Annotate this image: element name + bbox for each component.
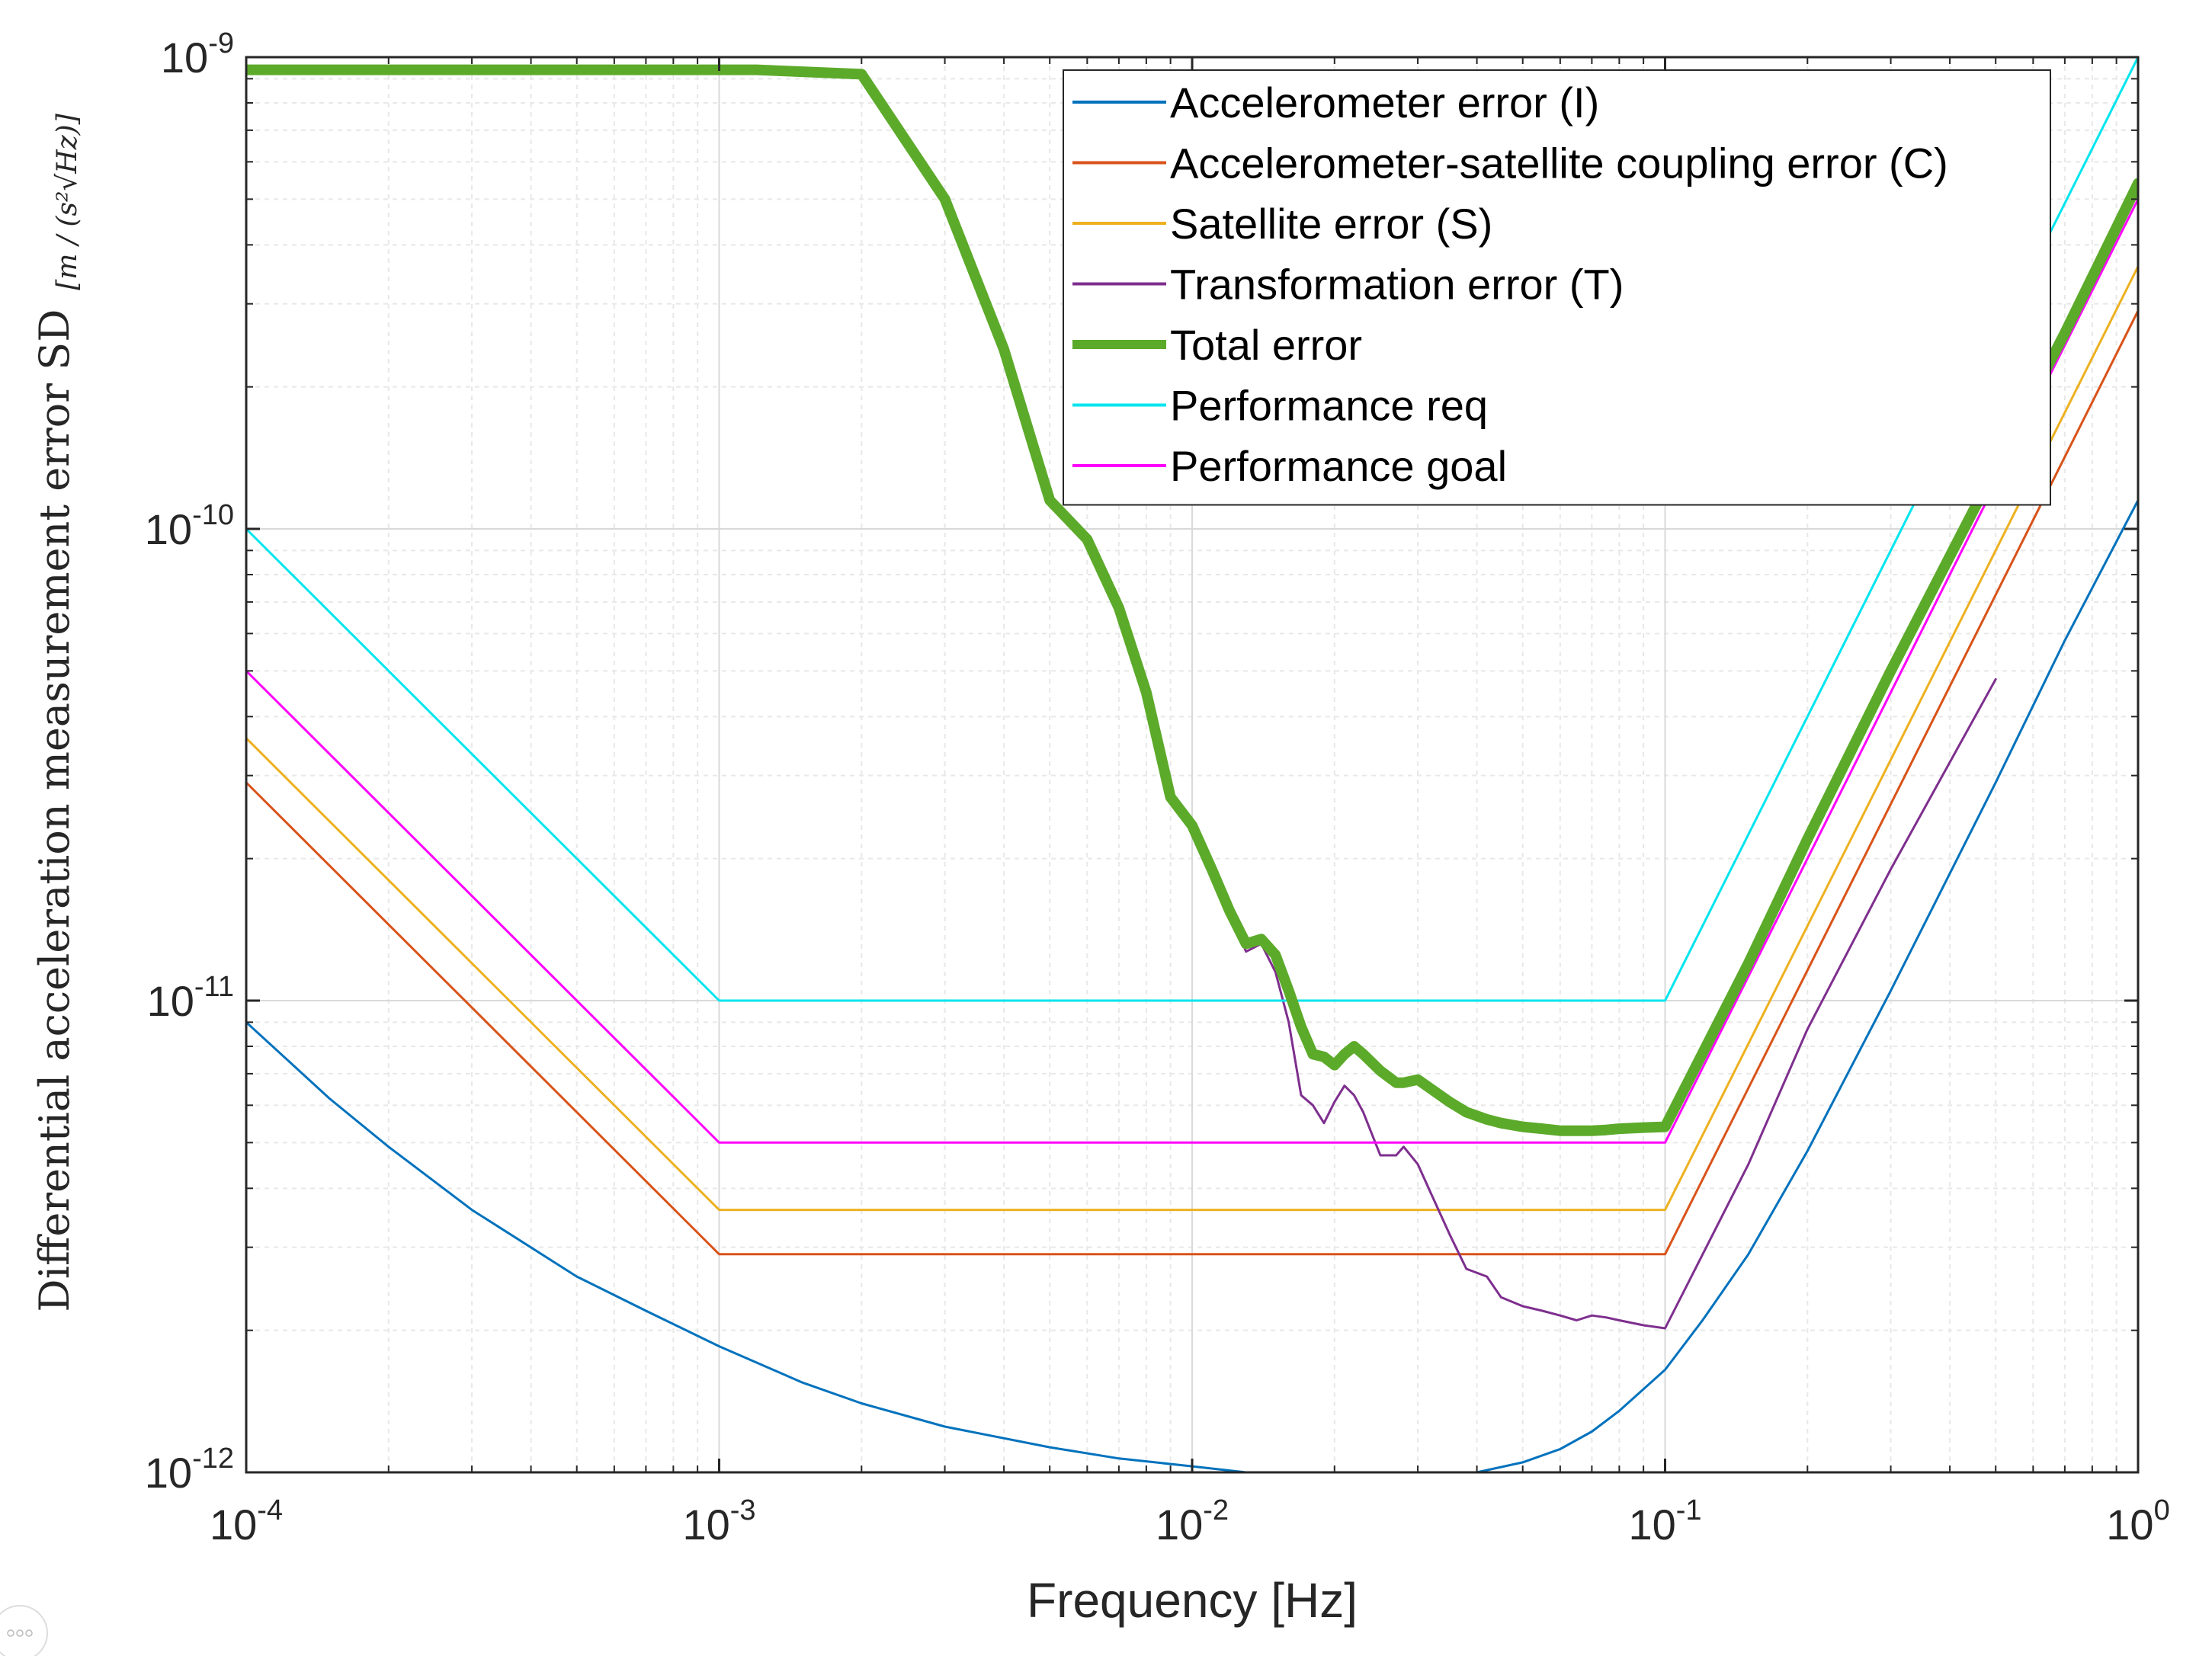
series-line-6 <box>246 197 2138 1144</box>
y-tick-label: 10-10 <box>145 499 234 553</box>
legend-label: Accelerometer error (I) <box>1170 78 1599 127</box>
tick-labels: 10-4 10-3 10-2 10-1 100 10-12 10-11 10-10 10-9 <box>145 27 2170 1549</box>
series-line-4 <box>246 64 2138 1136</box>
y-tick-label: 10-11 <box>147 971 234 1025</box>
y-tick-label: 10-9 <box>161 27 234 82</box>
plot-area <box>246 57 2138 1472</box>
series-line-2 <box>246 265 2138 1212</box>
y-axis-unit: [m / (s²√Hz)] <box>52 113 83 290</box>
legend-label: Transformation error (T) <box>1170 261 1624 309</box>
x-tick-label: 10-4 <box>210 1494 283 1549</box>
legend-label: Total error <box>1170 321 1362 369</box>
y-axis-label: Differential acceleration measurement er… <box>30 309 79 1312</box>
legend-box <box>1063 69 2051 506</box>
legend-label: Performance req <box>1170 382 1488 430</box>
legend-label: Accelerometer-satellite coupling error (… <box>1170 139 1948 187</box>
series-line-5 <box>246 57 2138 1002</box>
legend-label: Satellite error (S) <box>1170 200 1492 248</box>
axis-ticks <box>245 56 2140 1474</box>
x-tick-label: 10-1 <box>1628 1494 1701 1549</box>
x-axis-label: Frequency [Hz] <box>1027 1573 1358 1628</box>
series-line-1 <box>246 309 2138 1256</box>
series-line-0 <box>246 498 2138 1472</box>
x-tick-label: 10-3 <box>682 1494 755 1549</box>
x-tick-label: 100 <box>2106 1494 2169 1549</box>
y-tick-label: 10-12 <box>145 1443 234 1497</box>
legend: Accelerometer error (I) Accelerometer-sat… <box>1063 69 2051 506</box>
x-tick-label: 10-2 <box>1156 1494 1229 1549</box>
grid-minor <box>246 57 2138 1472</box>
y-axis-label-group: Differential acceleration measurement er… <box>30 113 83 1312</box>
window-corner-badge[interactable] <box>0 1605 48 1656</box>
legend-label: Performance goal <box>1170 442 1507 490</box>
